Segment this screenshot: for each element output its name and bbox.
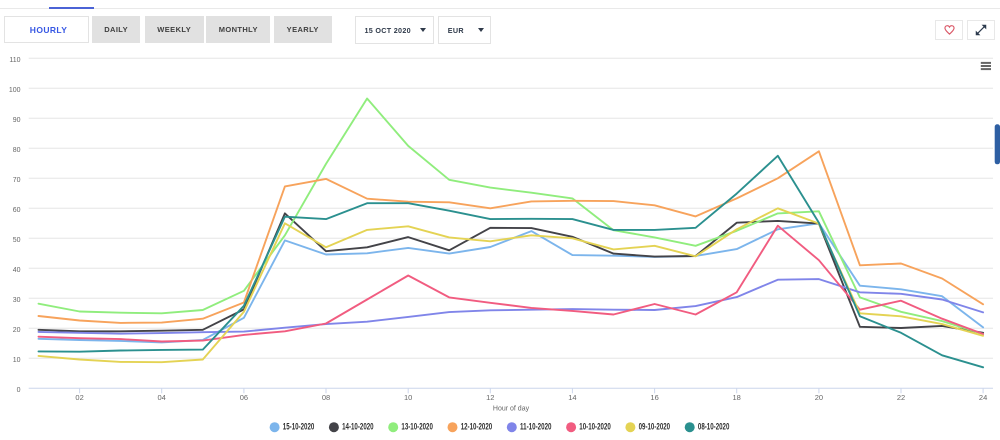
- svg-text:14: 14: [568, 393, 576, 402]
- svg-text:04: 04: [158, 393, 166, 402]
- svg-text:90: 90: [13, 117, 21, 124]
- svg-text:100: 100: [9, 87, 21, 94]
- svg-text:110: 110: [9, 57, 20, 64]
- svg-text:50: 50: [13, 237, 21, 244]
- svg-text:12-10-2020: 12-10-2020: [461, 422, 493, 432]
- svg-text:14-10-2020: 14-10-2020: [342, 422, 374, 432]
- svg-text:18: 18: [733, 393, 741, 402]
- svg-text:30: 30: [13, 297, 21, 304]
- svg-text:20: 20: [815, 393, 823, 402]
- svg-text:15-10-2020: 15-10-2020: [283, 422, 315, 432]
- svg-text:16: 16: [650, 393, 658, 402]
- svg-text:11-10-2020: 11-10-2020: [520, 422, 552, 432]
- svg-text:13-10-2020: 13-10-2020: [401, 422, 433, 432]
- svg-text:08-10-2020: 08-10-2020: [698, 422, 730, 432]
- svg-text:10-10-2020: 10-10-2020: [579, 422, 611, 432]
- svg-text:06: 06: [240, 393, 248, 402]
- svg-text:Hour of day: Hour of day: [493, 406, 530, 413]
- svg-text:0: 0: [17, 387, 21, 394]
- svg-text:12: 12: [486, 393, 494, 402]
- svg-text:80: 80: [13, 147, 21, 154]
- svg-text:20: 20: [13, 327, 21, 334]
- svg-text:60: 60: [13, 207, 21, 214]
- svg-text:02: 02: [75, 393, 83, 402]
- svg-text:08: 08: [322, 393, 330, 402]
- svg-text:10: 10: [13, 357, 21, 364]
- svg-text:40: 40: [13, 267, 21, 274]
- svg-text:09-10-2020: 09-10-2020: [639, 422, 671, 432]
- svg-text:22: 22: [897, 393, 905, 402]
- svg-text:70: 70: [13, 177, 21, 184]
- svg-text:10: 10: [404, 393, 412, 402]
- svg-text:24: 24: [979, 393, 987, 402]
